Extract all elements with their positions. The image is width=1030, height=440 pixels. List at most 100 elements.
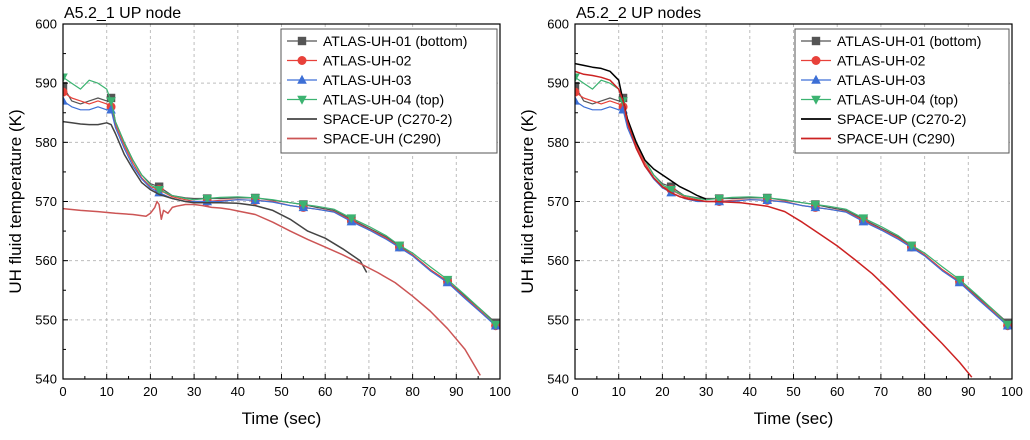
chart-right: 0 10 20 30 40 50 60 70 80 90 100 540 550 560 570 580 590… bbox=[518, 5, 1023, 428]
x-tick-label: 30 bbox=[187, 384, 201, 399]
y-tick-label: 590 bbox=[547, 76, 569, 91]
x-tick-label: 20 bbox=[143, 384, 157, 399]
data-point bbox=[575, 87, 580, 97]
legend-label: SPACE-UP (C270-2) bbox=[323, 111, 452, 127]
data-point bbox=[154, 185, 164, 195]
x-tick-label: 50 bbox=[274, 384, 288, 399]
data-point bbox=[575, 73, 580, 83]
legend-box bbox=[280, 28, 498, 154]
data-point bbox=[442, 275, 453, 285]
y-tick-label: 570 bbox=[547, 194, 569, 209]
y-tick-label: 580 bbox=[35, 135, 57, 150]
x-tick-label: 20 bbox=[655, 384, 669, 399]
x-tick-label: 100 bbox=[489, 384, 511, 399]
legend: ATLAS-UH-01 (bottom) ATLAS-UH-02 ATLAS-UH-… bbox=[794, 28, 1010, 154]
series-line bbox=[63, 76, 497, 326]
data-point bbox=[666, 185, 676, 195]
legend-marker bbox=[297, 56, 307, 65]
y-axis-label: UH fluid temperature (K) bbox=[6, 109, 25, 293]
x-tick-label: 0 bbox=[59, 384, 66, 399]
ticks: 0 10 20 30 40 50 60 70 80 90 100 540 550 560 570 580 590… bbox=[35, 17, 511, 400]
legend-marker bbox=[811, 56, 821, 65]
ticks: 0 10 20 30 40 50 60 70 80 90 100 540 550 560 570 580 590… bbox=[547, 17, 1023, 400]
series-group bbox=[63, 73, 500, 376]
data-point bbox=[63, 73, 68, 83]
legend-box bbox=[794, 28, 1010, 154]
x-axis-label: Time (sec) bbox=[242, 409, 322, 428]
y-tick-label: 540 bbox=[547, 372, 569, 387]
data-point bbox=[575, 95, 580, 105]
grid bbox=[575, 24, 1012, 379]
legend-label: ATLAS-UH-04 (top) bbox=[837, 92, 958, 108]
x-tick-label: 70 bbox=[362, 384, 376, 399]
legend-label: ATLAS-UH-03 bbox=[837, 72, 926, 88]
chart-left: 0 10 20 30 40 50 60 70 80 90 100 540 550 560 570 580 590… bbox=[6, 5, 511, 428]
x-tick-label: 80 bbox=[405, 384, 419, 399]
data-point bbox=[954, 275, 965, 285]
legend-label: SPACE-UH (C290) bbox=[837, 131, 955, 147]
legend-marker bbox=[297, 74, 307, 84]
data-point bbox=[490, 320, 500, 330]
legend-label: ATLAS-UH-02 bbox=[837, 53, 926, 69]
data-point bbox=[394, 241, 405, 251]
data-point bbox=[106, 97, 116, 107]
legend-label: SPACE-UH (C290) bbox=[323, 131, 441, 147]
y-tick-label: 590 bbox=[35, 76, 57, 91]
y-tick-label: 560 bbox=[35, 253, 57, 268]
data-point bbox=[63, 95, 68, 105]
data-point bbox=[762, 194, 773, 204]
y-tick-label: 600 bbox=[547, 17, 569, 32]
y-axis-label: UH fluid temperature (K) bbox=[518, 109, 537, 293]
data-point bbox=[250, 194, 261, 204]
x-tick-label: 90 bbox=[961, 384, 975, 399]
y-tick-label: 560 bbox=[547, 253, 569, 268]
x-tick-label: 60 bbox=[318, 384, 332, 399]
series-line bbox=[575, 70, 973, 378]
x-tick-label: 0 bbox=[571, 384, 578, 399]
y-tick-label: 550 bbox=[35, 312, 57, 327]
data-point bbox=[346, 214, 357, 224]
data-point bbox=[202, 194, 213, 204]
legend-label: ATLAS-UH-01 (bottom) bbox=[837, 33, 981, 49]
y-tick-label: 550 bbox=[547, 312, 569, 327]
legend-label: ATLAS-UH-04 (top) bbox=[323, 92, 444, 108]
legend-marker bbox=[297, 95, 307, 105]
legend-marker bbox=[297, 36, 307, 46]
data-point bbox=[714, 194, 725, 204]
chart-title: A5.2_1 UP node bbox=[64, 5, 181, 22]
legend-marker bbox=[811, 74, 821, 84]
legend-marker bbox=[811, 36, 821, 46]
y-tick-label: 580 bbox=[547, 135, 569, 150]
legend-label: ATLAS-UH-03 bbox=[323, 72, 412, 88]
x-tick-label: 40 bbox=[231, 384, 245, 399]
x-tick-label: 30 bbox=[699, 384, 713, 399]
data-point bbox=[63, 87, 68, 97]
series-line bbox=[63, 200, 481, 376]
x-tick-label: 100 bbox=[1001, 384, 1023, 399]
data-point bbox=[906, 241, 917, 251]
x-tick-label: 60 bbox=[830, 384, 844, 399]
x-tick-label: 10 bbox=[99, 384, 113, 399]
data-point bbox=[858, 214, 869, 224]
x-tick-label: 50 bbox=[786, 384, 800, 399]
data-point bbox=[810, 200, 821, 210]
y-tick-label: 570 bbox=[35, 194, 57, 209]
legend-label: SPACE-UP (C270-2) bbox=[837, 111, 966, 127]
data-point bbox=[298, 200, 309, 210]
x-tick-label: 90 bbox=[449, 384, 463, 399]
legend: ATLAS-UH-01 (bottom) ATLAS-UH-02 ATLAS-UH-… bbox=[280, 28, 498, 154]
legend-label: ATLAS-UH-01 (bottom) bbox=[323, 33, 467, 49]
x-tick-label: 70 bbox=[874, 384, 888, 399]
y-tick-label: 600 bbox=[35, 17, 57, 32]
x-tick-label: 10 bbox=[611, 384, 625, 399]
series-line bbox=[575, 62, 707, 200]
y-tick-label: 540 bbox=[35, 372, 57, 387]
x-tick-label: 40 bbox=[743, 384, 757, 399]
data-point bbox=[1002, 320, 1012, 330]
legend-marker bbox=[811, 95, 821, 105]
x-tick-label: 80 bbox=[917, 384, 931, 399]
data-point bbox=[63, 81, 68, 91]
data-point bbox=[575, 81, 580, 91]
chart-title: A5.2_2 UP nodes bbox=[576, 5, 701, 22]
